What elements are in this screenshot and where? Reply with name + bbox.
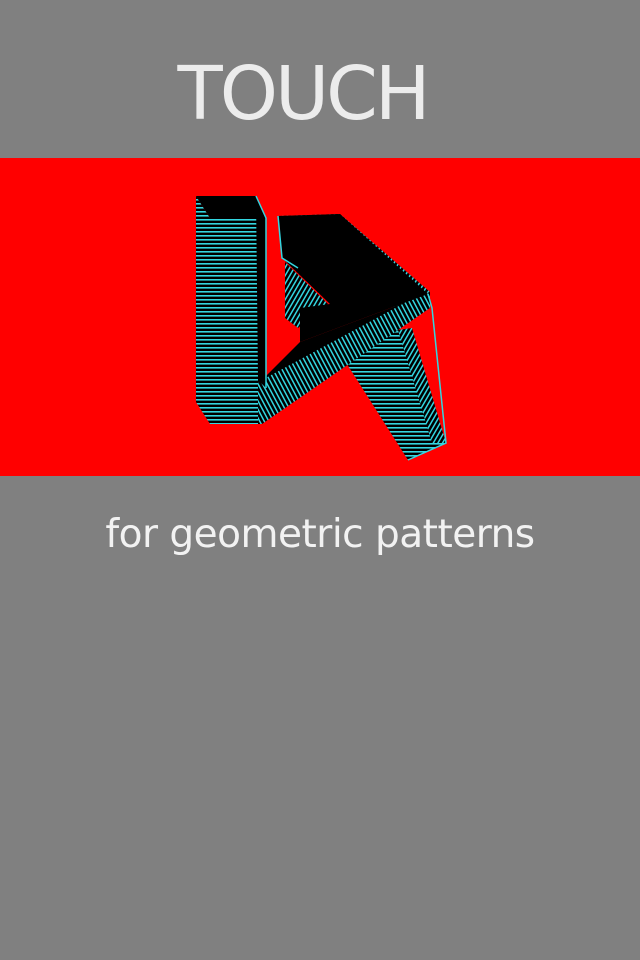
shape-outline-right <box>407 293 447 461</box>
shape-bar-front <box>210 218 258 424</box>
shape-bar-side <box>196 196 210 424</box>
touch-area[interactable] <box>0 476 640 960</box>
pattern-banner[interactable] <box>0 158 640 476</box>
shape-leg-side <box>338 330 446 460</box>
shape-outline <box>255 195 267 388</box>
shape-bottom-band <box>258 292 430 424</box>
geometric-pattern-artwork <box>196 195 447 461</box>
shape-bar-edge <box>256 196 266 388</box>
shape-bar-top <box>196 196 266 218</box>
touch-title: TOUCH <box>177 51 431 137</box>
shape-arm-top <box>278 214 428 342</box>
shape-leg-edge <box>398 328 446 443</box>
subtitle-text: for geometric patterns <box>105 512 535 557</box>
shape-outline-arm <box>277 215 299 269</box>
